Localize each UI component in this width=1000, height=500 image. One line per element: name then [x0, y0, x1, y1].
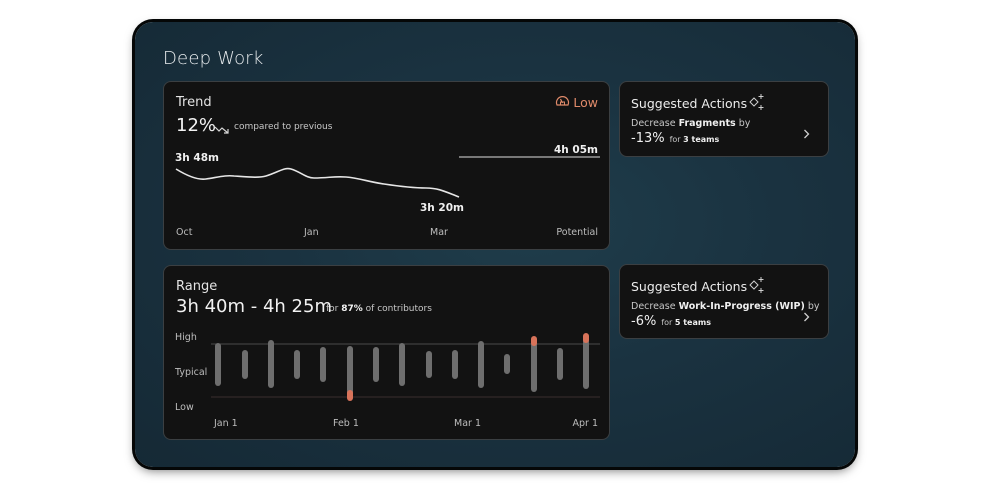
chevron-right-icon[interactable]: [803, 124, 810, 143]
suggestion-change: -6% for 5 teams: [631, 314, 711, 329]
sparkle-icon: [747, 276, 767, 298]
range-value: 3h 40m - 4h 25m: [176, 296, 332, 317]
y-label-typical: Typical: [175, 367, 208, 378]
trend-card: Trend 12% compared to previous Low 3h 48…: [163, 81, 610, 250]
suggestion-pct: -13%: [631, 131, 665, 146]
status-label: Low: [573, 94, 598, 110]
potential-value: 4h 05m: [554, 144, 598, 156]
suggestion-pct: -6%: [631, 314, 657, 329]
deep-work-panel: Deep Work Trend 12% compared to previous…: [135, 22, 855, 467]
suggestion-teams: 5 teams: [674, 318, 711, 327]
sparkle-icon: [747, 93, 767, 115]
start-value: 3h 48m: [175, 152, 219, 164]
x-label-potential: Potential: [556, 227, 598, 238]
x-label-jan: Jan: [304, 227, 319, 238]
trend-label: Trend: [176, 95, 212, 110]
suggested-action-fragments[interactable]: Suggested Actions Decrease Fragments by …: [619, 81, 829, 157]
status-badge: Low: [555, 94, 598, 110]
x-label-feb1: Feb 1: [333, 418, 359, 429]
trend-value: 12%: [176, 115, 217, 136]
x-label-jan1: Jan 1: [214, 418, 238, 429]
x-label-mar: Mar: [430, 227, 448, 238]
range-bar-chart: [211, 333, 600, 401]
suggestion-title: Suggested Actions: [631, 96, 748, 111]
suggestion-text: Decrease Fragments by: [631, 118, 751, 129]
range-card: Range 3h 40m - 4h 25m for 87% of contrib…: [163, 265, 610, 440]
suggestion-metric: Fragments: [678, 118, 736, 129]
suggestion-text: Decrease Work-In-Progress (WIP) by: [631, 301, 820, 312]
x-label-mar1: Mar 1: [454, 418, 481, 429]
suggestion-metric: Work-In-Progress (WIP): [678, 301, 805, 312]
trend-line-chart: [175, 156, 600, 198]
chevron-right-icon[interactable]: [803, 307, 810, 326]
x-label-apr1: Apr 1: [572, 418, 599, 429]
trend-compare-text: compared to previous: [234, 122, 333, 132]
panel-title: Deep Work: [163, 48, 264, 69]
suggestion-teams: 3 teams: [683, 135, 720, 144]
range-label: Range: [176, 279, 218, 294]
x-label-oct: Oct: [176, 227, 193, 238]
suggested-action-wip[interactable]: Suggested Actions Decrease Work-In-Progr…: [619, 264, 829, 339]
y-label-high: High: [175, 332, 197, 343]
range-subtitle: for 87% of contributors: [326, 304, 432, 314]
trend-down-icon: [214, 120, 230, 139]
y-label-low: Low: [175, 402, 194, 413]
suggestion-change: -13% for 3 teams: [631, 131, 720, 146]
trend-line: [175, 167, 460, 198]
gauge-icon: [555, 94, 570, 110]
suggestion-title: Suggested Actions: [631, 279, 748, 294]
end-value: 3h 20m: [420, 202, 464, 214]
